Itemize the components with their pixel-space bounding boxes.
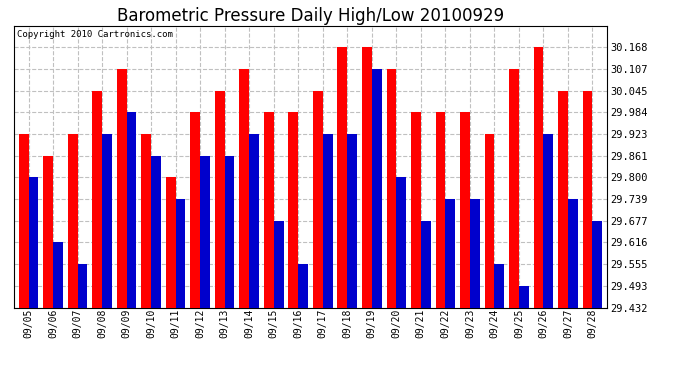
Bar (470, 199, 480, 308)
Bar (239, 69, 249, 308)
Bar (460, 112, 470, 308)
Bar (288, 112, 298, 308)
Bar (225, 156, 235, 308)
Bar (126, 112, 137, 308)
Bar (362, 48, 372, 308)
Bar (19, 134, 28, 308)
Bar (593, 221, 602, 308)
Bar (274, 221, 284, 308)
Bar (298, 264, 308, 308)
Title: Barometric Pressure Daily High/Low 20100929: Barometric Pressure Daily High/Low 20100… (117, 7, 504, 25)
Bar (102, 134, 112, 308)
Bar (445, 199, 455, 308)
Bar (495, 264, 504, 308)
Bar (176, 199, 186, 308)
Bar (200, 156, 210, 308)
Bar (484, 134, 495, 308)
Bar (77, 264, 88, 308)
Bar (264, 112, 274, 308)
Bar (337, 48, 347, 308)
Bar (533, 48, 544, 308)
Bar (396, 177, 406, 308)
Bar (215, 91, 225, 308)
Bar (151, 156, 161, 308)
Bar (166, 177, 176, 308)
Bar (323, 134, 333, 308)
Bar (28, 177, 39, 308)
Bar (92, 91, 102, 308)
Bar (249, 134, 259, 308)
Bar (411, 112, 421, 308)
Bar (313, 91, 323, 308)
Bar (421, 221, 431, 308)
Bar (435, 112, 445, 308)
Bar (68, 134, 77, 308)
Bar (386, 69, 396, 308)
Bar (190, 112, 200, 308)
Bar (568, 199, 578, 308)
Bar (519, 286, 529, 308)
Bar (141, 134, 151, 308)
Bar (53, 243, 63, 308)
Bar (509, 69, 519, 308)
Bar (582, 91, 593, 308)
Bar (117, 69, 126, 308)
Bar (43, 156, 53, 308)
Bar (372, 69, 382, 308)
Text: Copyright 2010 Cartronics.com: Copyright 2010 Cartronics.com (17, 30, 172, 39)
Bar (347, 134, 357, 308)
Bar (544, 134, 553, 308)
Bar (558, 91, 568, 308)
